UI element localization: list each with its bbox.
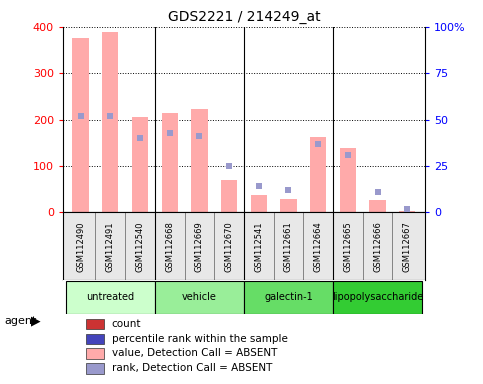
Bar (86, 363, 104, 374)
Text: agent: agent (5, 316, 37, 326)
Text: GSM112664: GSM112664 (313, 221, 323, 272)
Bar (132, 118, 148, 212)
Text: GSM112669: GSM112669 (195, 221, 204, 272)
Text: vehicle: vehicle (182, 293, 217, 303)
Text: percentile rank within the sample: percentile rank within the sample (112, 334, 287, 344)
FancyBboxPatch shape (155, 281, 244, 314)
Text: rank, Detection Call = ABSENT: rank, Detection Call = ABSENT (112, 363, 272, 373)
Bar (86, 349, 104, 359)
Text: GSM112666: GSM112666 (373, 221, 382, 272)
Bar (340, 148, 356, 212)
Bar (191, 109, 208, 212)
Bar (86, 319, 104, 329)
Text: GSM112667: GSM112667 (403, 221, 412, 272)
FancyBboxPatch shape (244, 281, 333, 314)
Text: untreated: untreated (86, 293, 134, 303)
FancyBboxPatch shape (333, 281, 422, 314)
Bar (369, 200, 386, 212)
Text: lipopolysaccharide: lipopolysaccharide (332, 293, 423, 303)
Text: GSM112490: GSM112490 (76, 221, 85, 272)
Bar (86, 334, 104, 344)
Title: GDS2221 / 214249_at: GDS2221 / 214249_at (168, 10, 320, 25)
Bar (102, 31, 118, 212)
Text: GSM112491: GSM112491 (106, 221, 115, 272)
Text: GSM112540: GSM112540 (136, 221, 144, 272)
Text: ▶: ▶ (31, 314, 41, 327)
Text: GSM112541: GSM112541 (254, 221, 263, 272)
Text: galectin-1: galectin-1 (264, 293, 313, 303)
Text: value, Detection Call = ABSENT: value, Detection Call = ABSENT (112, 348, 277, 358)
Text: count: count (112, 319, 141, 329)
Bar (399, 211, 415, 212)
Bar (251, 195, 267, 212)
Text: GSM112661: GSM112661 (284, 221, 293, 272)
Text: GSM112670: GSM112670 (225, 221, 234, 272)
Bar (161, 113, 178, 212)
Text: GSM112668: GSM112668 (165, 221, 174, 272)
Bar (72, 38, 89, 212)
Text: GSM112665: GSM112665 (343, 221, 352, 272)
Bar (280, 199, 297, 212)
Bar (221, 180, 237, 212)
FancyBboxPatch shape (66, 281, 155, 314)
Bar (310, 137, 327, 212)
